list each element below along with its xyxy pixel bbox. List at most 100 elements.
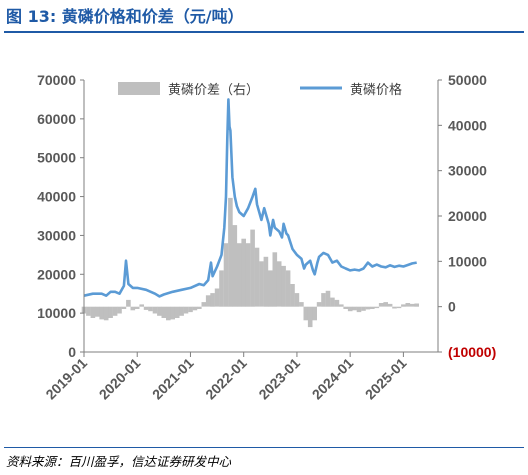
spread-bar (396, 306, 402, 309)
spread-bar (303, 306, 309, 321)
legend-spread-swatch (118, 82, 160, 95)
spread-bar (276, 261, 282, 307)
spread-bar (410, 303, 415, 307)
spread-bar (316, 302, 322, 307)
x-tick-label: 2025-01 (362, 355, 410, 403)
spread-bar (281, 265, 286, 307)
spread-bar (361, 306, 366, 311)
x-tick-label: 2021-01 (149, 355, 197, 403)
source-note: 资料来源：百川盈孚，信达证券研发中心 (6, 454, 232, 469)
spread-bar (157, 306, 162, 316)
spread-bar (414, 303, 419, 307)
spread-bar (312, 306, 317, 321)
spread-bar (392, 306, 397, 309)
left-tick-label: 30000 (37, 227, 76, 243)
spread-bar (378, 303, 384, 307)
spread-bar (294, 293, 300, 307)
spread-bar (174, 306, 180, 318)
spread-bar (170, 306, 175, 320)
spread-bar (401, 304, 406, 307)
spread-bar (237, 243, 242, 307)
x-tick-label: 2024-01 (309, 355, 357, 403)
right-tick-label: 30000 (448, 163, 487, 179)
left-tick-label: 40000 (37, 189, 76, 205)
spread-bar (121, 306, 127, 309)
spread-bar (285, 270, 291, 307)
spread-bar (126, 299, 131, 307)
x-tick-label: 2022-01 (202, 355, 250, 403)
spread-bar (90, 306, 96, 318)
x-tick-label: 2020-01 (96, 355, 144, 403)
spread-bar (166, 306, 171, 321)
spread-bar (321, 293, 326, 307)
spread-bar (263, 256, 269, 307)
left-tick-label: 10000 (37, 305, 76, 321)
legend-price-label: 黄磷价格 (350, 82, 402, 98)
right-tick-label: 10000 (448, 253, 487, 269)
spread-bar (95, 306, 100, 317)
spread-bar (179, 306, 184, 316)
spread-bar (325, 290, 331, 307)
spread-bar (223, 243, 229, 307)
spread-bar (139, 304, 144, 307)
spread-bar (272, 252, 278, 307)
spread-bar (307, 306, 313, 328)
title-divider (4, 31, 524, 33)
right-tick-label: 0 (448, 299, 456, 315)
price-line (83, 98, 417, 298)
x-tick-label: 2019-01 (42, 355, 90, 403)
spread-bar (197, 306, 202, 309)
right-tick-label: 50000 (448, 72, 487, 88)
spread-bar (183, 306, 189, 314)
x-tick-label: 2023-01 (255, 355, 303, 403)
spread-bar (205, 295, 211, 307)
spread-bar (334, 299, 340, 307)
spread-bar (112, 306, 118, 316)
spread-bar (241, 238, 246, 307)
spread-bar (108, 306, 113, 318)
left-tick-label: 60000 (37, 111, 76, 127)
spread-bar (103, 306, 109, 321)
spread-bar (352, 306, 357, 311)
spread-bar (405, 303, 411, 307)
spread-bar (232, 225, 238, 307)
legend: 黄磷价差（右） 黄磷价格 (118, 82, 402, 98)
spread-bar (245, 243, 251, 307)
spread-bar (152, 306, 158, 314)
spread-bar (259, 261, 264, 307)
spread-bar (210, 293, 215, 307)
spread-bar (148, 306, 153, 312)
spread-bar (188, 306, 193, 313)
spread-bar (339, 304, 344, 307)
spread-bar (268, 270, 273, 307)
spread-bar (228, 197, 233, 307)
axes: 0 10000 20000 30000 40000 50000 60000 70000 (100… (37, 72, 496, 402)
spread-bar (214, 288, 220, 307)
spread-bar (134, 306, 140, 309)
spread-bar (383, 302, 388, 307)
spread-bar (192, 306, 198, 311)
spread-bar (343, 306, 348, 309)
spread-bar (250, 229, 255, 307)
spread-bar (219, 270, 224, 307)
spread-bar (374, 306, 380, 309)
chart: 0 10000 20000 30000 40000 50000 60000 70000 (100… (37, 72, 496, 402)
right-tick-label: 20000 (448, 208, 487, 224)
right-tick-label: 40000 (448, 117, 487, 133)
spread-bar (347, 306, 353, 312)
spread-bar (201, 302, 207, 307)
spread-bar (86, 306, 91, 316)
spread-bar (161, 306, 167, 318)
spread-bar (130, 306, 136, 311)
legend-spread-label: 黄磷价差（右） (168, 83, 259, 98)
price-series-line (83, 98, 417, 298)
spread-bar (365, 306, 371, 310)
spread-bar (387, 303, 393, 307)
spread-bar (143, 306, 149, 310)
source-divider (4, 447, 524, 448)
left-tick-label: 20000 (37, 266, 76, 282)
figure-title: 图 13: 黄磷价格和价差（元/吨） (6, 7, 244, 26)
spread-bar (299, 302, 304, 307)
left-tick-label: 50000 (37, 150, 76, 166)
spread-bar (254, 247, 260, 307)
